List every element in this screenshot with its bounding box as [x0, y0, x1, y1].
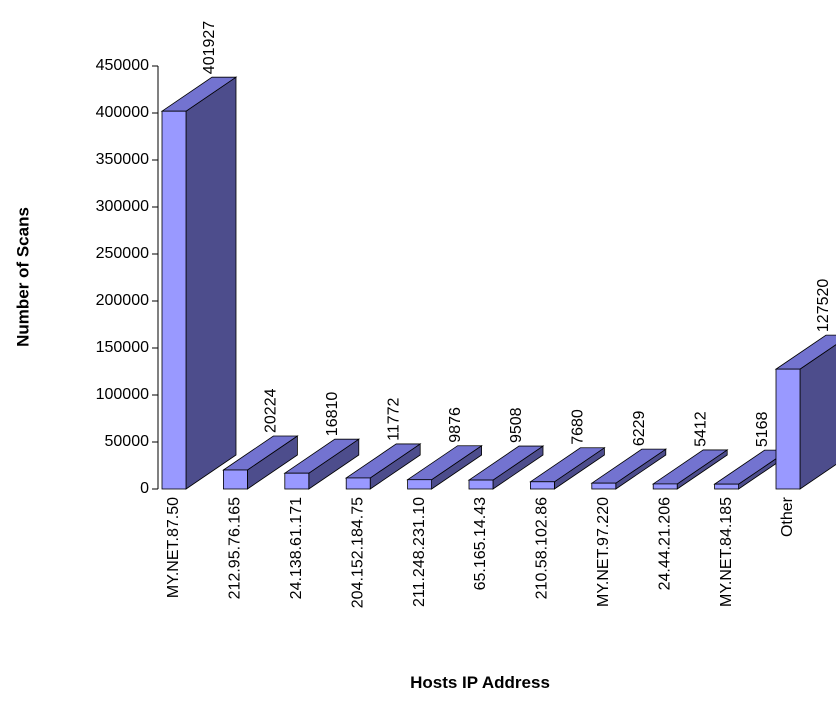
value-label: 9508 [508, 407, 525, 443]
y-tick-label: 150000 [96, 339, 149, 356]
x-tick-label: MY.NET.87.50 [165, 497, 182, 598]
y-tick-label: 50000 [105, 433, 150, 450]
value-label: 11772 [385, 398, 402, 441]
y-tick-label: 0 [140, 480, 149, 497]
bar [652, 483, 678, 490]
y-tick-label: 300000 [96, 198, 149, 215]
y-tick-label: 250000 [96, 245, 149, 262]
value-label: 127520 [815, 279, 832, 332]
x-tick-label: 210.58.102.86 [534, 497, 551, 599]
bar [775, 368, 801, 490]
bar-side [185, 76, 237, 490]
x-tick-label: 204.152.184.75 [349, 497, 366, 608]
value-label: 16810 [324, 392, 341, 437]
y-tick-label: 350000 [96, 151, 149, 168]
bar [468, 479, 494, 490]
x-tick-label: MY.NET.84.185 [718, 497, 735, 607]
y-tick-label: 100000 [96, 386, 149, 403]
x-tick-label: 65.165.14.43 [472, 497, 489, 591]
bar [407, 479, 433, 490]
x-tick-label: Other [779, 496, 796, 537]
value-label: 6229 [631, 410, 648, 446]
value-label: 20224 [263, 388, 280, 433]
bar [530, 481, 555, 490]
bar [284, 472, 310, 490]
bar [161, 110, 187, 490]
x-tick-label: 211.248.231.10 [411, 497, 428, 607]
value-label: 401927 [201, 21, 218, 74]
y-tick-label: 200000 [96, 292, 149, 309]
bar [714, 483, 739, 490]
y-tick-label: 400000 [96, 104, 149, 121]
bar [222, 469, 248, 490]
x-axis-title: Hosts IP Address [410, 673, 550, 692]
value-label: 7680 [570, 409, 587, 445]
value-label: 9876 [447, 407, 464, 443]
bar [591, 482, 617, 490]
value-label: 5168 [754, 411, 771, 447]
bar [345, 477, 371, 490]
x-tick-label: 212.95.76.165 [227, 497, 244, 599]
x-tick-label: 24.138.61.171 [288, 497, 305, 599]
value-label: 5412 [692, 411, 709, 447]
x-tick-label: 24.44.21.206 [656, 497, 673, 591]
y-tick-label: 450000 [96, 57, 149, 74]
x-tick-label: MY.NET.97.220 [595, 497, 612, 607]
y-axis-title: Number of Scans [13, 207, 32, 347]
